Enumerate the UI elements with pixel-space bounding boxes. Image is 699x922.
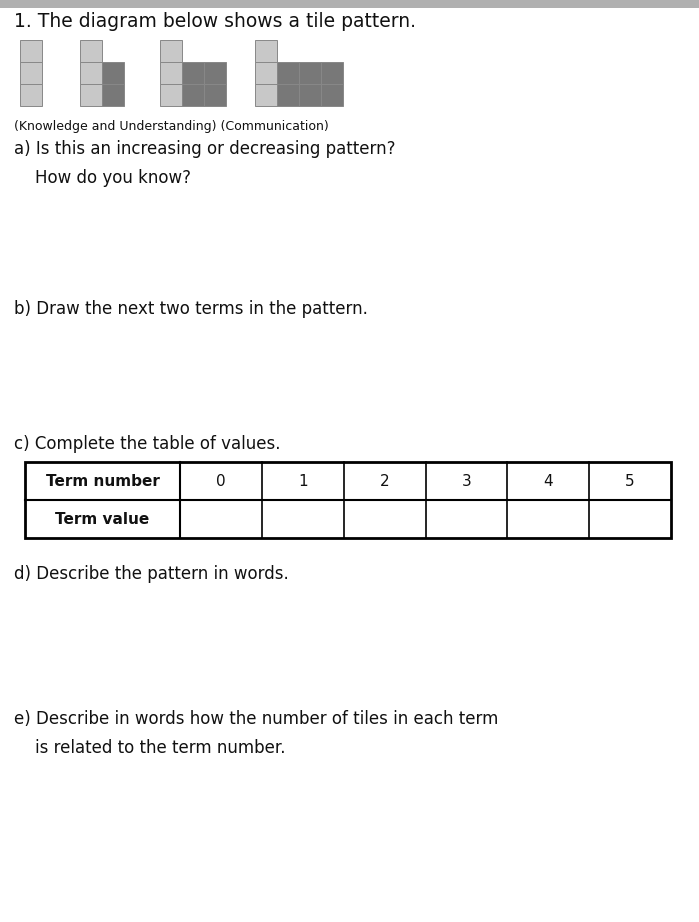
- Text: a) Is this an increasing or decreasing pattern?
    How do you know?: a) Is this an increasing or decreasing p…: [14, 140, 396, 187]
- Bar: [182, 84, 204, 106]
- Bar: [160, 40, 182, 62]
- Bar: [20, 40, 42, 62]
- Bar: [25, 462, 671, 538]
- Bar: [182, 62, 204, 84]
- Bar: [80, 40, 102, 62]
- Bar: [20, 62, 42, 84]
- Bar: [20, 84, 42, 106]
- Text: b) Draw the next two terms in the pattern.: b) Draw the next two terms in the patter…: [14, 300, 368, 318]
- Text: 1: 1: [298, 474, 308, 489]
- Bar: [277, 62, 299, 84]
- Bar: [102, 62, 124, 84]
- Text: Term number: Term number: [45, 474, 159, 489]
- Bar: [277, 84, 299, 106]
- Text: 1. The diagram below shows a tile pattern.: 1. The diagram below shows a tile patter…: [14, 12, 416, 31]
- Bar: [102, 84, 124, 106]
- Text: c) Complete the table of values.: c) Complete the table of values.: [14, 435, 280, 453]
- Text: d) Describe the pattern in words.: d) Describe the pattern in words.: [14, 565, 289, 583]
- Bar: [80, 84, 102, 106]
- Bar: [0, 0, 699, 8]
- Text: 5: 5: [626, 474, 635, 489]
- Text: 0: 0: [216, 474, 226, 489]
- Bar: [321, 62, 343, 84]
- Bar: [160, 62, 182, 84]
- Bar: [255, 40, 277, 62]
- Bar: [204, 84, 226, 106]
- Bar: [255, 84, 277, 106]
- Text: 4: 4: [543, 474, 553, 489]
- Text: e) Describe in words how the number of tiles in each term
    is related to the : e) Describe in words how the number of t…: [14, 710, 498, 757]
- Bar: [299, 84, 321, 106]
- Bar: [160, 84, 182, 106]
- Bar: [80, 62, 102, 84]
- Bar: [299, 62, 321, 84]
- Bar: [321, 84, 343, 106]
- Bar: [204, 62, 226, 84]
- Text: 2: 2: [380, 474, 389, 489]
- Text: 3: 3: [461, 474, 471, 489]
- Bar: [255, 62, 277, 84]
- Text: Term value: Term value: [55, 512, 150, 526]
- Text: (Knowledge and Understanding) (Communication): (Knowledge and Understanding) (Communica…: [14, 120, 329, 133]
